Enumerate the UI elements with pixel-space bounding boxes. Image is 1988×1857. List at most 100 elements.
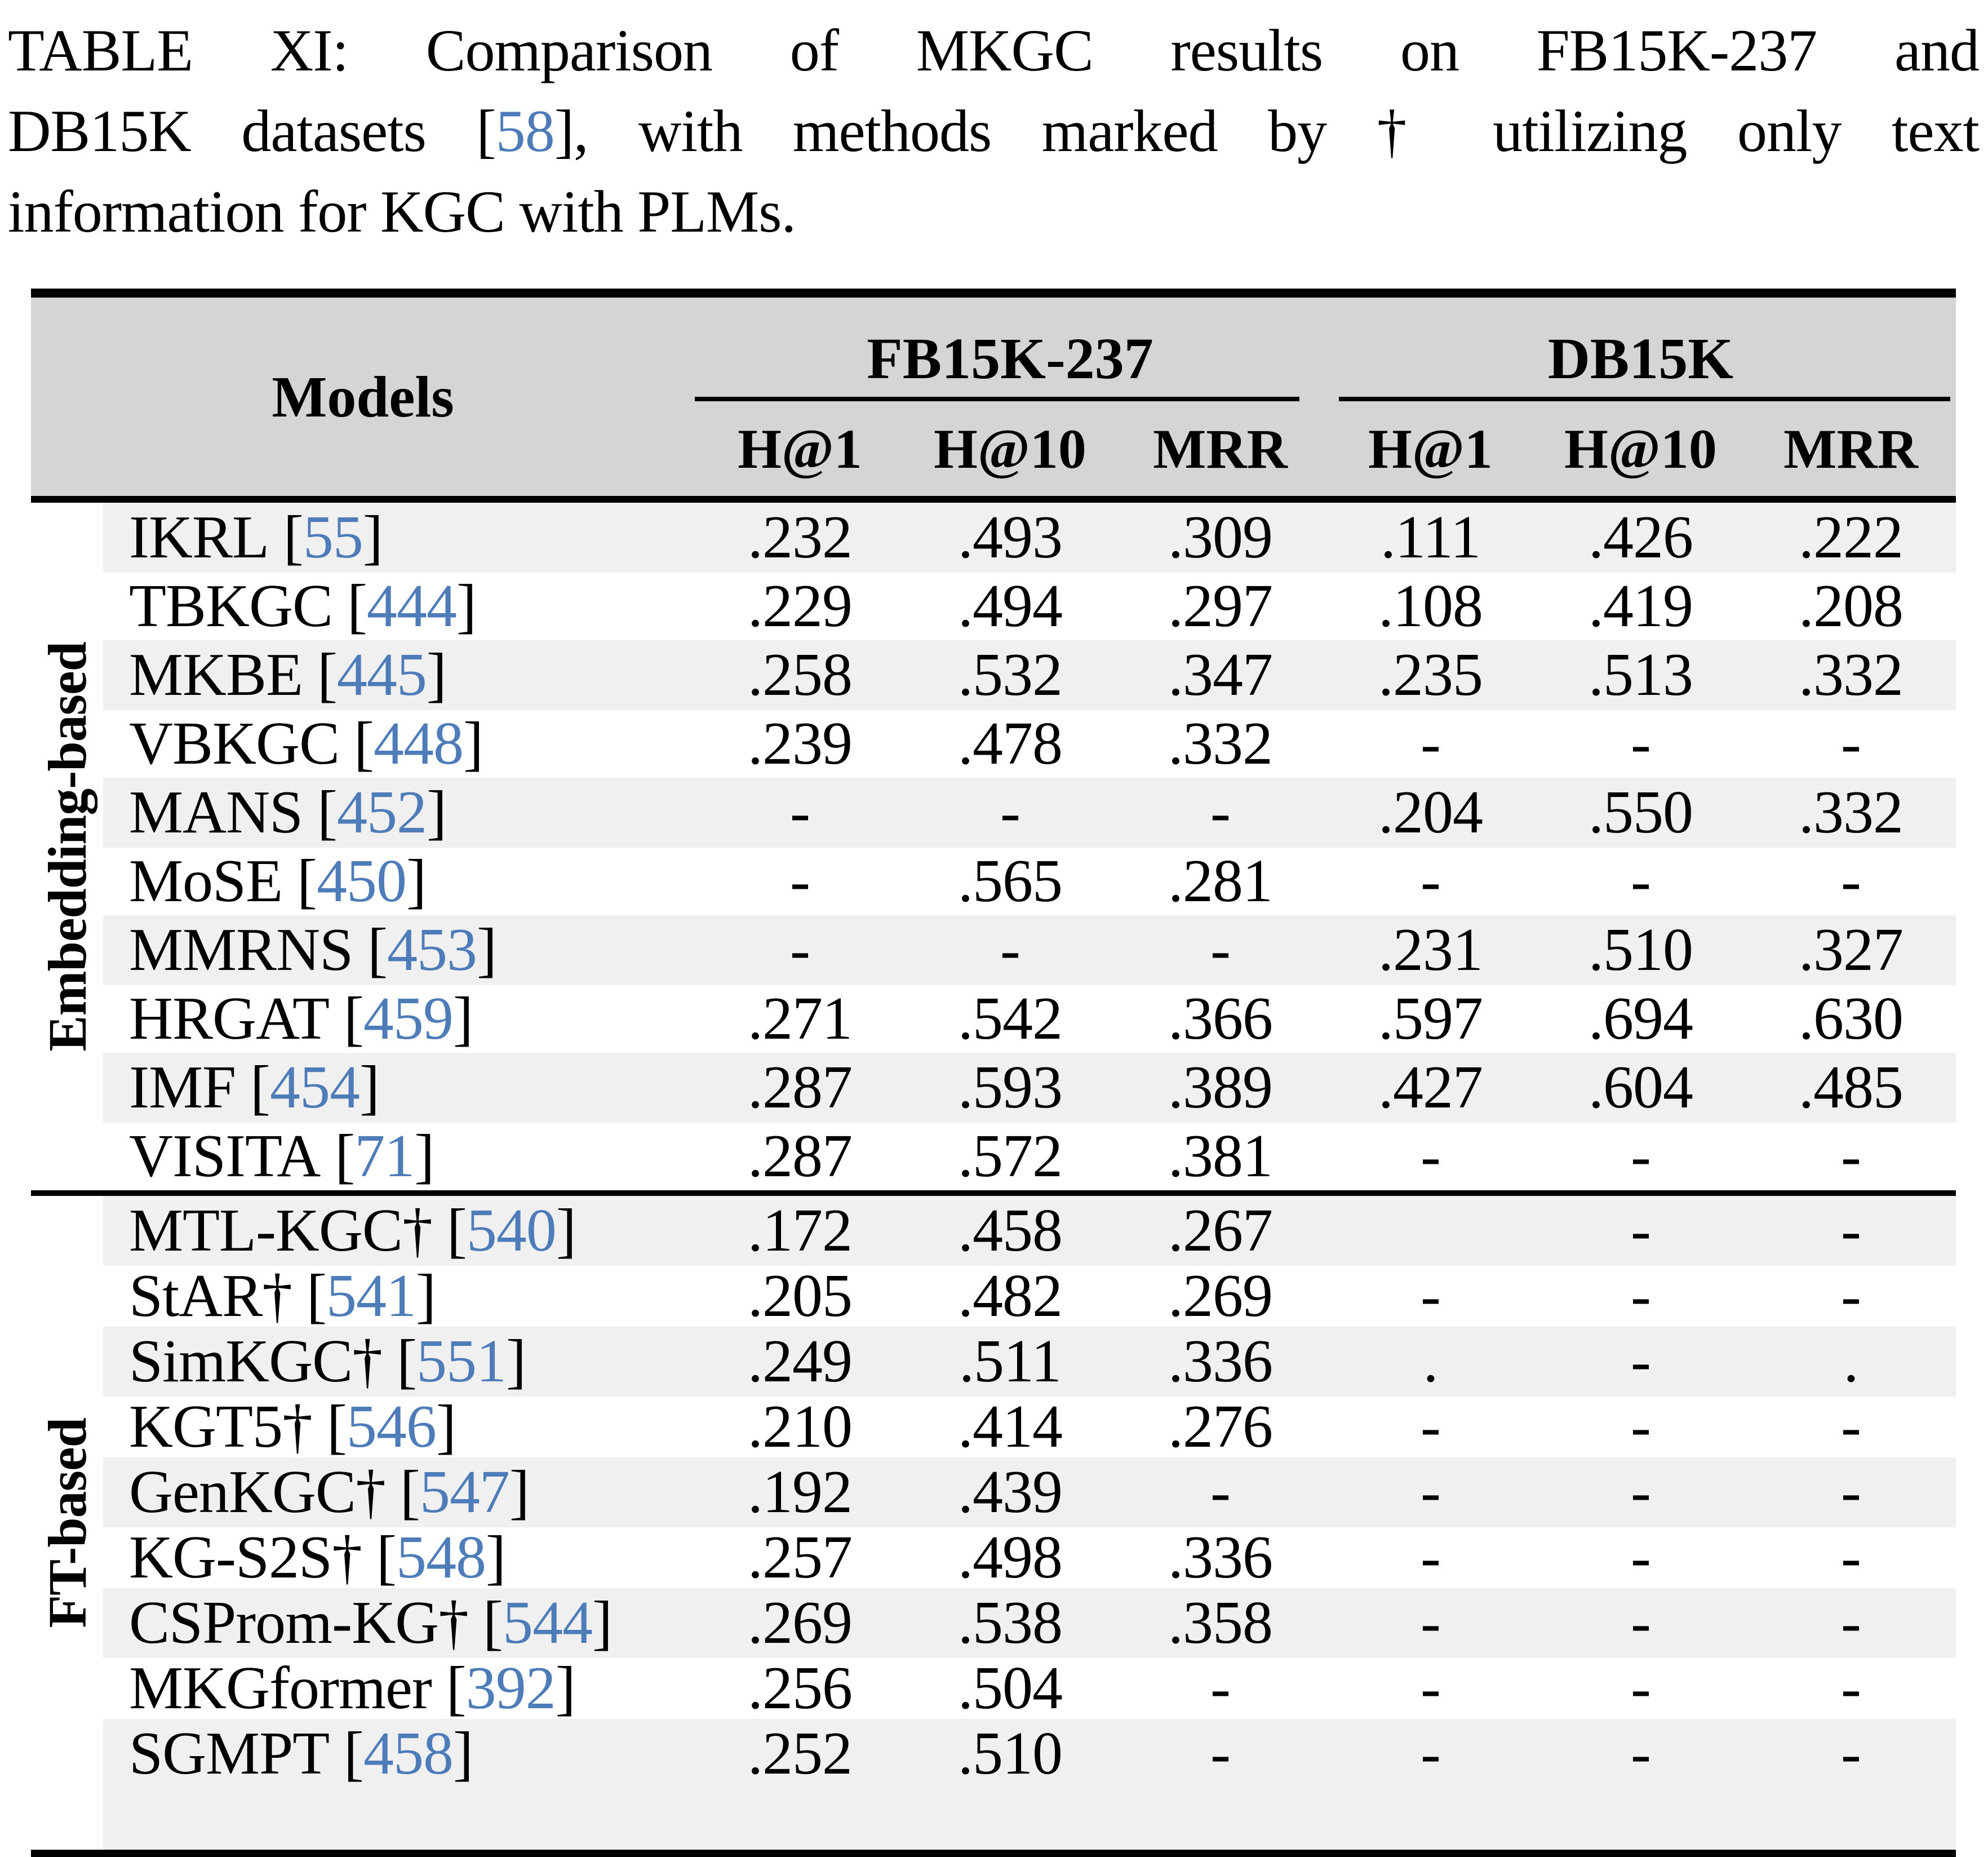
- bracket-open: [: [347, 573, 367, 640]
- citation-link[interactable]: 540: [466, 1197, 557, 1264]
- citation-link[interactable]: 459: [363, 985, 454, 1052]
- citation-link[interactable]: 551: [416, 1328, 507, 1395]
- bracket-close: ]: [555, 1655, 576, 1722]
- citation: [445]: [317, 640, 447, 710]
- model-name: MTL-KGC†: [129, 1197, 433, 1264]
- metric-value-cell: .550: [1536, 778, 1746, 848]
- citation: [458]: [344, 1719, 473, 1789]
- citation-link[interactable]: 541: [326, 1262, 416, 1329]
- metric-value-cell: -: [1746, 1588, 1956, 1658]
- metric-value-cell: .309: [1115, 503, 1325, 573]
- citation-link[interactable]: 547: [419, 1459, 510, 1526]
- citation: [450]: [297, 846, 427, 916]
- model-name-cell: VISITA [71]: [103, 1122, 695, 1191]
- metric-value-cell: .256: [748, 1655, 853, 1722]
- table-row: MANS [452] - - - .204.550.332: [31, 778, 1956, 848]
- metric-value-cell: .108: [1378, 573, 1483, 640]
- metric-value-cell: .494: [958, 573, 1063, 640]
- metric-value-cell: .: [1325, 1327, 1536, 1397]
- model-name-cell: KGT5† [546]: [103, 1392, 695, 1462]
- model-name: KGT5†: [129, 1393, 313, 1460]
- metric-value-cell: .222: [1746, 503, 1956, 573]
- citation-link[interactable]: 444: [366, 573, 457, 640]
- metric-value-cell: .332: [1746, 640, 1956, 710]
- citation-link[interactable]: 71: [354, 1123, 415, 1190]
- bracket-open: [: [326, 1393, 347, 1460]
- citation-link[interactable]: 548: [396, 1524, 486, 1591]
- citation: [444]: [347, 571, 477, 641]
- citation-link[interactable]: 450: [316, 848, 407, 915]
- model-name: MKBE: [129, 641, 303, 708]
- citation-link[interactable]: 445: [336, 641, 427, 708]
- metric-value-cell: .276: [1168, 1393, 1273, 1460]
- metric-column-header: H@10: [1564, 417, 1717, 480]
- header-bottom-rule: [31, 496, 1956, 503]
- metric-value-cell: -: [1631, 1262, 1651, 1329]
- metric-value-cell: .235: [1325, 640, 1536, 710]
- citation-link[interactable]: 454: [269, 1054, 360, 1121]
- row-gutter: [31, 915, 103, 985]
- citation-link[interactable]: 453: [387, 916, 477, 983]
- caption-line-2-text: ], with methods marked by † utilizing on…: [554, 98, 1980, 164]
- metric-value-cell: -: [905, 915, 1115, 985]
- bracket-open: [: [343, 985, 364, 1052]
- metric-value-cell: .287: [695, 1053, 905, 1123]
- metric-value-cell: .327: [1746, 915, 1956, 985]
- metric-value-cell: .332: [1168, 710, 1273, 777]
- metric-value-cell: .511: [905, 1327, 1115, 1397]
- table-row-filler: [31, 1784, 1956, 1850]
- model-name-cell: KG-S2S† [548]: [103, 1523, 695, 1593]
- metric-value-cell: -: [1536, 1327, 1746, 1397]
- citation-link[interactable]: 546: [346, 1393, 437, 1460]
- bracket-close: ]: [456, 573, 477, 640]
- citation: [448]: [354, 709, 483, 779]
- metric-value-cell: -: [1631, 1123, 1651, 1190]
- metric-value-cell: .257: [748, 1524, 853, 1591]
- citation-link[interactable]: 392: [465, 1655, 556, 1722]
- model-name: TBKGC: [129, 573, 333, 640]
- metric-value-cell: -: [1841, 710, 1861, 777]
- metric-value-cell: -: [1421, 848, 1441, 915]
- citation-link[interactable]: 458: [363, 1720, 454, 1787]
- metric-value-cell: -: [1115, 1719, 1325, 1789]
- metric-value-cell: -: [1841, 1123, 1861, 1190]
- bracket-open: [: [317, 779, 338, 846]
- metric-value-cell: .419: [1588, 573, 1693, 640]
- row-gutter: [31, 709, 103, 779]
- table-row: CSProm-KG† [544] .269.538.358- - -: [31, 1588, 1956, 1658]
- citation-link[interactable]: 452: [336, 779, 427, 846]
- table-header: Models FB15K-237 DB15K H@1 H@10 MRR H@1 …: [31, 298, 1956, 496]
- bracket-close: ]: [463, 710, 483, 777]
- column-group-fb15k-237: FB15K-237: [867, 326, 1153, 391]
- bracket-open: [: [367, 916, 388, 983]
- metric-value-cell: .111: [1325, 503, 1536, 573]
- metric-value-cell: .572: [958, 1123, 1063, 1190]
- citation: [541]: [307, 1261, 436, 1331]
- citation: [540]: [447, 1196, 576, 1266]
- row-gutter: [31, 1122, 103, 1191]
- metric-value-cell: .381: [1168, 1123, 1273, 1190]
- citation-link[interactable]: 58: [495, 98, 555, 164]
- metric-value-cell: .297: [1168, 573, 1273, 640]
- metric-value-cell: -: [695, 778, 905, 848]
- metric-value-cell: -: [790, 848, 810, 915]
- metric-value-cell: -: [1210, 1655, 1231, 1722]
- table-top-rule: [31, 289, 1956, 298]
- table-row: MoSE [450] - .565 .281 - - -: [31, 846, 1956, 915]
- metric-value-cell: -: [1115, 1457, 1325, 1527]
- metric-column-header: MRR: [1783, 417, 1918, 480]
- citation-link[interactable]: 544: [502, 1589, 593, 1656]
- metric-value-cell: .597: [1378, 985, 1483, 1052]
- metric-value-cell: .593: [905, 1053, 1115, 1123]
- citation-link[interactable]: 448: [373, 710, 464, 777]
- filler-cell: [1746, 1784, 1956, 1850]
- citation: [551]: [397, 1327, 526, 1397]
- metric-value-cell: -: [1746, 1719, 1956, 1789]
- citation-link[interactable]: 55: [303, 504, 363, 571]
- filler-cell: [695, 1784, 905, 1850]
- metric-value-cell: .510: [905, 1719, 1115, 1789]
- metric-value-cell: -: [1421, 1655, 1441, 1722]
- metric-value-cell: .439: [905, 1457, 1115, 1527]
- metric-value-cell: .229: [748, 573, 853, 640]
